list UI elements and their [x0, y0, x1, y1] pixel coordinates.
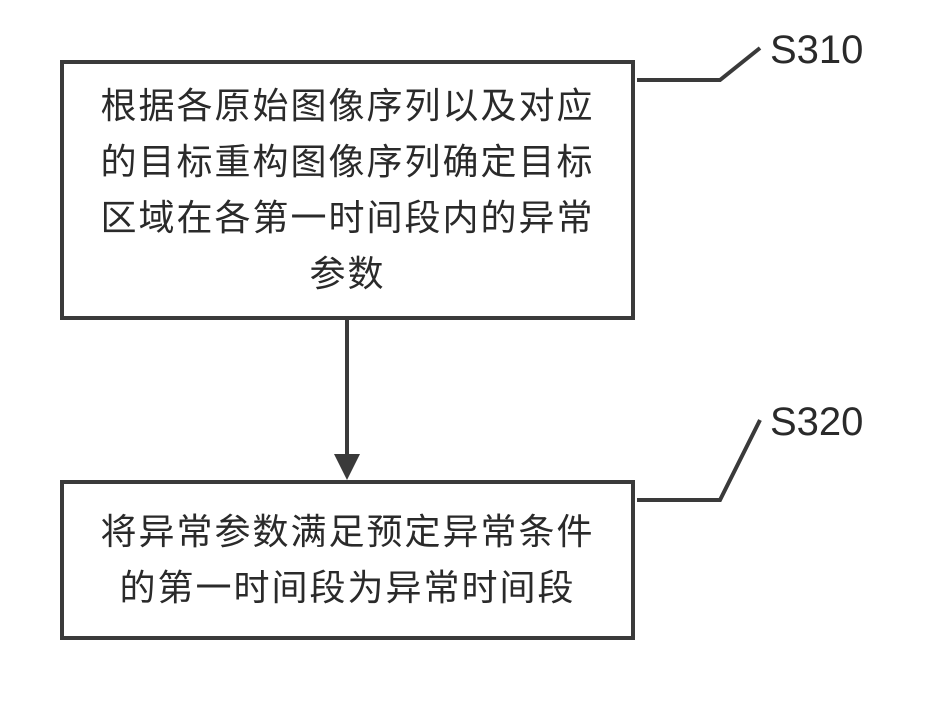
flowchart-node-s310: 根据各原始图像序列以及对应的目标重构图像序列确定目标区域在各第一时间段内的异常参…	[60, 60, 635, 320]
node-s320-text: 将异常参数满足预定异常条件的第一时间段为异常时间段	[88, 504, 607, 616]
node-s320-label: S320	[770, 400, 863, 445]
flowchart-node-s320: 将异常参数满足预定异常条件的第一时间段为异常时间段	[60, 480, 635, 640]
flowchart-container: 根据各原始图像序列以及对应的目标重构图像序列确定目标区域在各第一时间段内的异常参…	[0, 0, 939, 720]
node-s310-text: 根据各原始图像序列以及对应的目标重构图像序列确定目标区域在各第一时间段内的异常参…	[88, 78, 607, 301]
node-s310-label: S310	[770, 28, 863, 73]
